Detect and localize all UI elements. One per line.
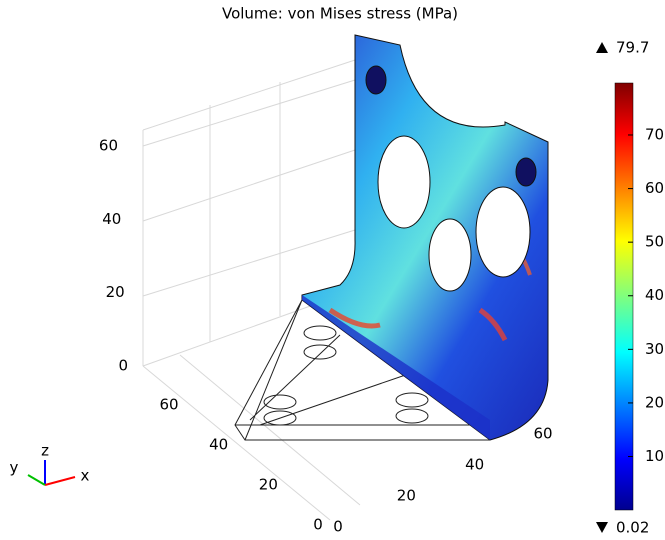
y-axis-tick-label: 20 (259, 476, 278, 494)
colorbar (615, 83, 633, 510)
colorbar-tick-label: 30 (645, 340, 664, 358)
colorbar-tick-label: 60 (645, 179, 664, 197)
colorbar-max-label: 79.7 (616, 39, 649, 57)
triad-z-label: z (41, 442, 49, 460)
z-axis-tick-label: 60 (99, 137, 118, 155)
colorbar-tick-label: 20 (645, 393, 664, 411)
x-axis-tick-label: 60 (533, 425, 552, 443)
colorbar-min-label: 0.02 (616, 519, 649, 537)
axis-triad: z x y (10, 442, 90, 486)
y-axis-tick-label: 0 (313, 516, 323, 534)
colorbar-tick-label: 10 (645, 447, 664, 465)
z-axis-tick-label: 40 (102, 210, 121, 228)
triad-x-label: x (81, 467, 90, 485)
z-axis-tick-label: 0 (118, 357, 128, 375)
x-axis-tick-label: 40 (465, 456, 484, 474)
y-axis-tick-label: 40 (209, 436, 228, 454)
x-axis-tick-label: 20 (397, 487, 416, 505)
z-axis-tick-label: 20 (106, 283, 125, 301)
plot-window: Volume: von Mises stress (MPa) z x y 79.… (0, 0, 665, 540)
y-axis-tick-label: 60 (159, 396, 178, 414)
colorbar-tick-label: 50 (645, 233, 664, 251)
min-marker (596, 522, 608, 533)
max-marker (596, 42, 608, 53)
colorbar-tick-label: 40 (645, 286, 664, 304)
triad-y-label: y (10, 459, 19, 477)
x-axis-tick-label: 0 (333, 518, 343, 536)
bracket-part (302, 35, 548, 440)
plot-title: Volume: von Mises stress (MPa) (222, 5, 458, 23)
colorbar-tick-label: 70 (645, 125, 664, 143)
